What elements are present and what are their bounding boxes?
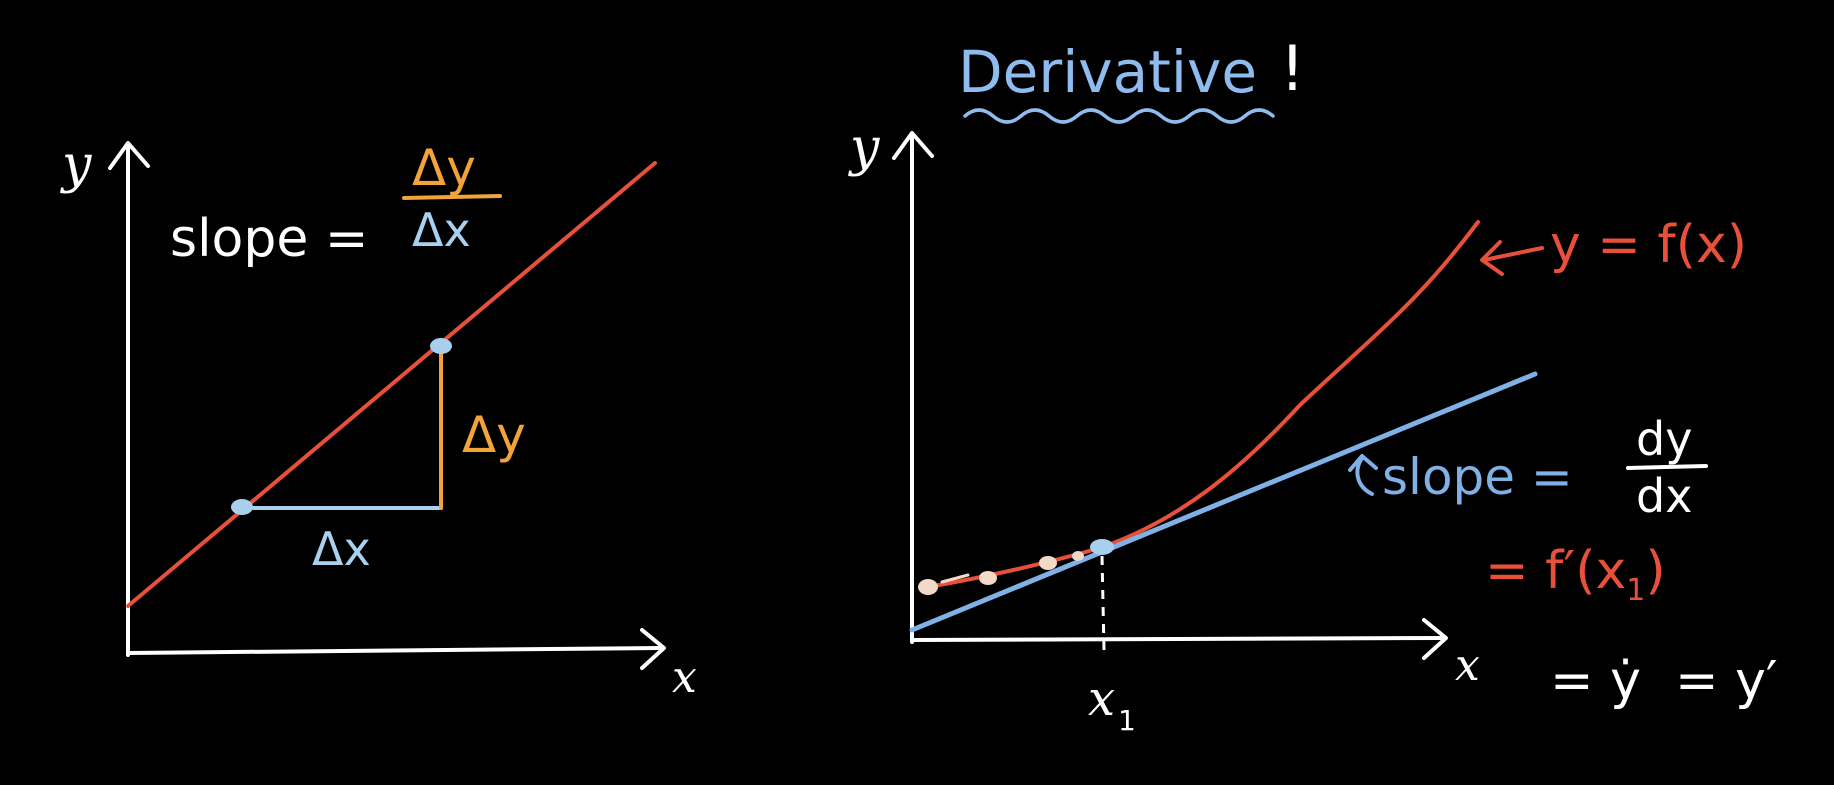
- approach-point: [1072, 551, 1084, 561]
- left-graph: y x Δy Δx slope = Δy Δx: [60, 135, 697, 703]
- y-dot-notation: = ẏ: [1550, 651, 1641, 711]
- right-fraction-bar: [1626, 464, 1708, 470]
- right-x-axis: [910, 636, 1444, 642]
- x1-label: x: [1088, 671, 1115, 727]
- left-x-axis-label: x: [672, 652, 697, 703]
- f-prime-prefix: = f′(x: [1485, 541, 1626, 601]
- f-prime-equation: = f′(x1): [1485, 541, 1666, 608]
- left-slope-denominator: Δx: [412, 203, 471, 257]
- delta-y-label: Δy: [462, 406, 526, 464]
- left-x-axis-arrowhead: [640, 628, 666, 670]
- derivative-title: Derivative: [958, 38, 1257, 106]
- left-x-axis: [126, 646, 662, 655]
- function-curve: [926, 220, 1480, 589]
- x1-label-subscript: 1: [1118, 704, 1136, 737]
- right-x-axis-label: x: [1455, 640, 1480, 691]
- f-prime-suffix: ): [1645, 541, 1665, 601]
- straight-line: [126, 161, 657, 608]
- function-label: y = f(x): [1550, 215, 1747, 275]
- tangent-line: [909, 371, 1538, 633]
- right-x-axis-arrowhead: [1422, 618, 1448, 660]
- lower-point: [231, 499, 253, 515]
- approach-point: [918, 579, 938, 595]
- left-slope-numerator: Δy: [412, 139, 476, 197]
- right-slope-numerator: dy: [1636, 412, 1692, 466]
- upper-point: [430, 338, 452, 354]
- left-y-axis-label: y: [60, 135, 92, 195]
- left-fraction-bar: [402, 194, 502, 200]
- approach-point: [1039, 556, 1057, 570]
- f-prime-subscript: 1: [1626, 573, 1645, 608]
- right-y-axis-label: y: [848, 118, 880, 178]
- title-underline: [963, 108, 1275, 124]
- function-label-arrow: [1480, 240, 1544, 276]
- tangent-point: [1090, 539, 1114, 555]
- y-prime-notation: = y′: [1675, 651, 1778, 711]
- approach-point: [979, 571, 997, 585]
- approach-dash: [940, 573, 970, 584]
- derivative-exclamation: !: [1280, 32, 1305, 105]
- slope-label-arrow: [1348, 454, 1378, 496]
- right-slope-denominator: dx: [1636, 469, 1692, 523]
- delta-x-label: Δx: [312, 522, 371, 576]
- right-slope-label: slope =: [1382, 448, 1573, 506]
- right-y-axis-arrowhead: [892, 131, 934, 160]
- left-slope-label: slope =: [170, 209, 368, 269]
- left-y-axis-arrowhead: [108, 141, 150, 170]
- right-graph: Derivative ! y x x 1 y = f(x) slope = dy: [848, 32, 1778, 737]
